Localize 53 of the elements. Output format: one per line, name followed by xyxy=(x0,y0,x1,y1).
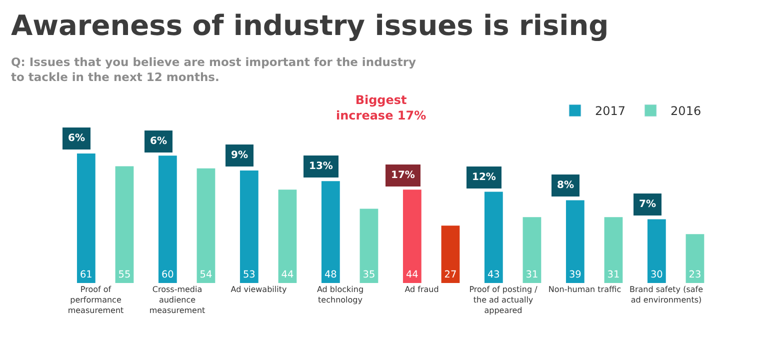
legend-label: 2016 xyxy=(670,104,702,118)
x-tick-label: Ad viewability xyxy=(230,285,287,294)
annotation: 8% xyxy=(557,180,574,191)
x-tick-label: Ad fraud xyxy=(404,285,439,294)
bar xyxy=(360,208,378,283)
annotation: 6% xyxy=(68,133,85,144)
bar xyxy=(321,181,340,283)
annotation: 17% xyxy=(391,170,415,181)
data-label: 54 xyxy=(200,269,212,280)
x-tick-label: Brand safety (safe ad environments) xyxy=(629,285,704,304)
data-label: 44 xyxy=(406,269,418,280)
x-tick-label: Proof of posting / the ad actually appeared xyxy=(469,285,538,315)
data-label: 53 xyxy=(242,269,256,280)
annotation: 7% xyxy=(639,199,656,210)
bar xyxy=(647,219,666,283)
data-label: 43 xyxy=(487,269,500,280)
bar xyxy=(484,192,503,283)
bar xyxy=(441,226,460,283)
annotation: 9% xyxy=(231,150,248,161)
bar xyxy=(566,200,584,283)
data-label: 61 xyxy=(80,269,92,280)
chart-subtitle: Q: Issues that you believe are most important for the industry to tackle in the next 12 months. xyxy=(11,55,416,84)
annotation: 12% xyxy=(472,172,496,183)
data-label: 35 xyxy=(362,269,376,280)
bar xyxy=(196,168,216,283)
annotation: 13% xyxy=(309,161,333,172)
x-tick-label: Non-human traffic xyxy=(548,285,622,294)
bar xyxy=(158,156,177,283)
x-tick-label: Ad blocking technology xyxy=(316,285,364,304)
data-label: 55 xyxy=(118,269,131,280)
data-label: 39 xyxy=(568,269,582,280)
bar xyxy=(402,190,422,283)
x-tick-label: Cross-media audience measurement xyxy=(149,285,206,315)
bar xyxy=(686,234,704,283)
data-label: 23 xyxy=(688,269,702,280)
data-label: 60 xyxy=(161,269,174,280)
chart-title: Awareness of industry issues is rising xyxy=(11,9,609,42)
data-label: 31 xyxy=(607,269,620,280)
annotation: 6% xyxy=(150,136,167,147)
data-label: 31 xyxy=(526,269,538,280)
text: Biggest increase 17% xyxy=(336,93,426,123)
data-label: 48 xyxy=(324,269,337,280)
data-label: 27 xyxy=(444,269,457,280)
bar xyxy=(604,217,623,283)
bar xyxy=(278,190,297,283)
data-label: 44 xyxy=(281,269,294,280)
legend-label: 2017 xyxy=(595,104,626,118)
bar xyxy=(76,153,96,283)
data-label: 30 xyxy=(650,269,663,280)
bar xyxy=(115,166,134,283)
bar xyxy=(522,217,542,283)
x-tick-label: Proof of performance measurement xyxy=(68,285,124,315)
bar xyxy=(240,170,258,283)
